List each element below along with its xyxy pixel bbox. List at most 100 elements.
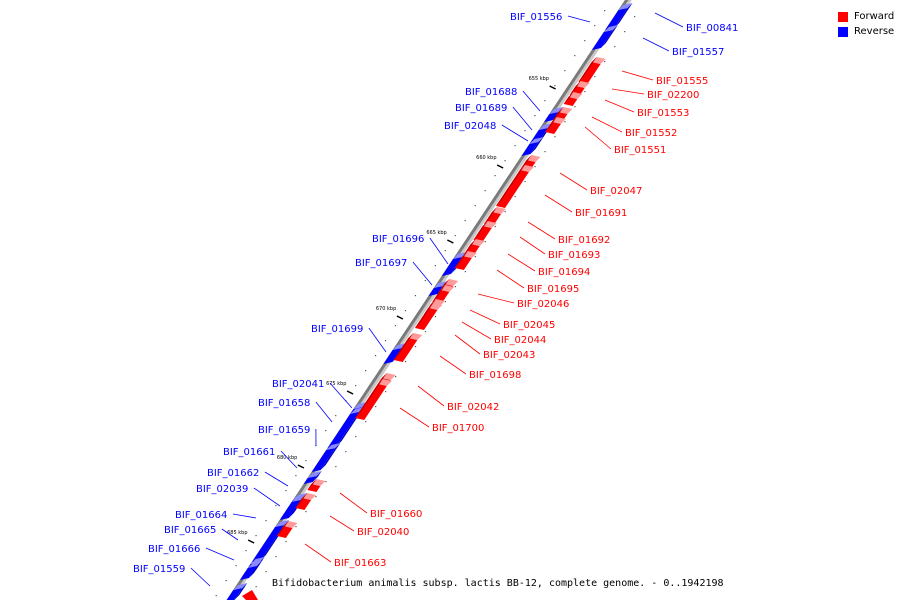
reverse-gene-label[interactable]: BIF_01665: [164, 525, 216, 536]
forward-gene-label[interactable]: BIF_02044: [494, 335, 546, 346]
gene-top: [529, 137, 544, 144]
forward-gene-label[interactable]: BIF_02046: [517, 299, 569, 310]
forward-gene[interactable]: [355, 379, 392, 420]
reverse-gene-label[interactable]: BIF_01559: [133, 564, 185, 575]
forward-gene-label[interactable]: BIF_01698: [469, 370, 521, 381]
forward-gene[interactable]: [473, 221, 497, 242]
forward-gene[interactable]: [563, 92, 583, 106]
minor-tick: [355, 436, 357, 438]
gene-face: [327, 412, 360, 448]
minor-tick: [414, 346, 417, 348]
forward-leader-line: [559, 172, 588, 191]
reverse-leader-line: [190, 567, 211, 587]
gene-face: [496, 170, 529, 208]
forward-leader-line: [417, 385, 445, 407]
forward-gene-label[interactable]: BIF_01695: [527, 284, 579, 295]
reverse-leader-line: [368, 327, 387, 353]
forward-leader-line: [611, 88, 645, 95]
forward-leader-line: [591, 116, 623, 133]
forward-gene[interactable]: [307, 479, 326, 492]
reverse-gene[interactable]: [591, 25, 618, 50]
forward-gene-label[interactable]: BIF_01700: [432, 423, 484, 434]
minor-tick: [504, 160, 506, 162]
reverse-gene[interactable]: [225, 583, 248, 600]
gene-side: [550, 107, 564, 124]
forward-gene[interactable]: [393, 333, 423, 362]
forward-gene-label[interactable]: BIF_01694: [538, 267, 590, 278]
legend-reverse-label: Reverse: [854, 26, 895, 37]
minor-tick: [235, 565, 237, 567]
gene-side: [473, 221, 488, 240]
forward-gene-label[interactable]: BIF_02047: [590, 186, 642, 197]
reverse-gene-label[interactable]: BIF_01659: [258, 425, 310, 436]
forward-gene-label[interactable]: BIF_02042: [447, 402, 499, 413]
forward-gene-label[interactable]: BIF_01555: [656, 76, 708, 87]
reverse-gene-label[interactable]: BIF_01696: [372, 234, 424, 245]
reverse-gene[interactable]: [521, 137, 544, 156]
forward-gene[interactable]: [578, 57, 606, 84]
forward-gene-label[interactable]: BIF_01553: [637, 108, 689, 119]
minor-tick: [484, 190, 486, 192]
reverse-gene[interactable]: [303, 471, 322, 484]
gene-face: [521, 142, 539, 156]
forward-gene[interactable]: [276, 521, 298, 538]
forward-gene-label[interactable]: BIF_02200: [647, 90, 699, 101]
forward-gene[interactable]: [242, 590, 258, 600]
minor-tick: [534, 166, 536, 168]
forward-gene[interactable]: [454, 251, 477, 270]
reverse-gene[interactable]: [239, 561, 262, 580]
forward-leader-line: [477, 293, 515, 304]
reverse-gene[interactable]: [311, 443, 341, 472]
forward-gene-label[interactable]: BIF_02040: [357, 527, 409, 538]
gene-face: [428, 286, 443, 296]
minor-tick: [395, 376, 397, 378]
reverse-gene-label[interactable]: BIF_01661: [223, 447, 275, 458]
forward-gene[interactable]: [496, 165, 534, 208]
gene-side: [496, 165, 525, 206]
forward-gene-label[interactable]: BIF_01551: [614, 145, 666, 156]
minor-tick: [484, 241, 486, 243]
forward-gene-label[interactable]: BIF_02045: [503, 320, 555, 331]
gene-top: [291, 495, 306, 502]
forward-gene-label[interactable]: BIF_01691: [575, 208, 627, 219]
gene-top: [433, 281, 448, 288]
gene-top: [275, 520, 290, 527]
reverse-gene-label[interactable]: BIF_02039: [196, 484, 248, 495]
reverse-gene-label[interactable]: BIF_01666: [148, 544, 200, 555]
reverse-leader-line: [512, 106, 533, 131]
reverse-gene-label[interactable]: BIF_00841: [686, 23, 738, 34]
reverse-gene-label[interactable]: BIF_01658: [258, 398, 310, 409]
minor-tick: [404, 310, 407, 312]
reverse-gene-label[interactable]: BIF_01556: [510, 12, 562, 23]
forward-gene[interactable]: [295, 493, 317, 510]
gene-top: [233, 583, 248, 590]
forward-gene-label[interactable]: BIF_01693: [548, 250, 600, 261]
forward-gene-label[interactable]: BIF_01692: [558, 235, 610, 246]
minor-tick: [365, 421, 367, 423]
minor-tick: [494, 175, 496, 177]
reverse-gene[interactable]: [605, 3, 633, 30]
reverse-gene-label[interactable]: BIF_01662: [207, 468, 259, 479]
gene-top: [307, 471, 322, 478]
forward-gene[interactable]: [414, 303, 443, 330]
tick-label: 655 kbp: [529, 76, 549, 82]
forward-gene-label[interactable]: BIF_01663: [334, 558, 386, 569]
tick-mark: [297, 464, 305, 469]
reverse-gene-label[interactable]: BIF_01688: [465, 87, 517, 98]
gene-side: [614, 3, 633, 28]
reverse-gene-label[interactable]: BIF_01664: [175, 510, 227, 521]
reverse-gene-label[interactable]: BIF_01689: [455, 103, 507, 114]
reverse-gene-label[interactable]: BIF_02041: [272, 379, 324, 390]
forward-gene-label[interactable]: BIF_01660: [370, 509, 422, 520]
forward-gene[interactable]: [545, 117, 566, 134]
minor-tick: [225, 580, 227, 582]
forward-gene-label[interactable]: BIF_02043: [483, 350, 535, 361]
reverse-gene-label[interactable]: BIF_02048: [444, 121, 496, 132]
forward-gene-label[interactable]: BIF_01552: [625, 128, 677, 139]
gene-top: [392, 343, 407, 350]
reverse-leader-line: [642, 37, 670, 52]
reverse-gene-label[interactable]: BIF_01557: [672, 47, 724, 58]
reverse-gene-label[interactable]: BIF_01697: [355, 258, 407, 269]
reverse-gene-label[interactable]: BIF_01699: [311, 324, 363, 335]
minor-tick: [454, 235, 456, 237]
